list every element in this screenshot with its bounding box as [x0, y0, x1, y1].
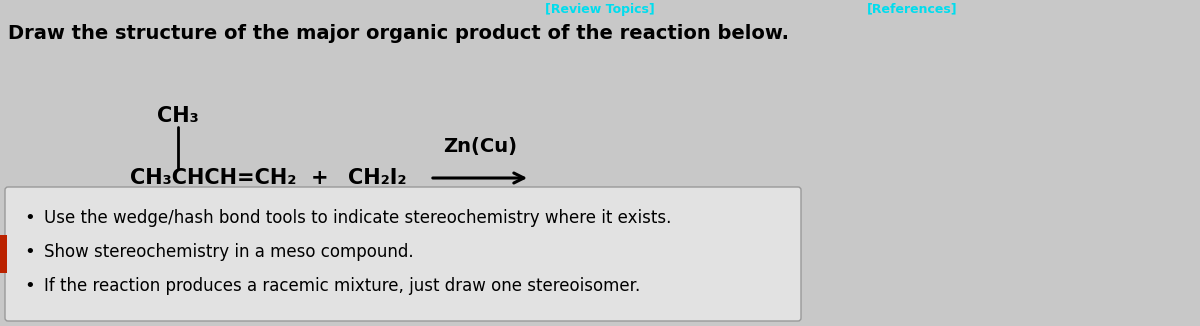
Text: Draw the structure of the major organic product of the reaction below.: Draw the structure of the major organic …	[8, 24, 790, 43]
Text: [References]: [References]	[866, 3, 958, 16]
Text: Show stereochemistry in a meso compound.: Show stereochemistry in a meso compound.	[44, 243, 414, 261]
Text: •: •	[25, 243, 35, 261]
FancyBboxPatch shape	[5, 187, 802, 321]
Text: +: +	[311, 168, 329, 188]
Text: CH₃: CH₃	[157, 106, 199, 126]
Bar	[0, 235, 7, 273]
Text: [Review Topics]: [Review Topics]	[545, 3, 655, 16]
Text: •: •	[25, 277, 35, 295]
Text: Use the wedge/hash bond tools to indicate stereochemistry where it exists.: Use the wedge/hash bond tools to indicat…	[44, 209, 671, 227]
Text: CH₃CHCH=CH₂: CH₃CHCH=CH₂	[130, 168, 296, 188]
Text: CH₂I₂: CH₂I₂	[348, 168, 407, 188]
Text: Zn(Cu): Zn(Cu)	[443, 137, 517, 156]
Text: •: •	[25, 209, 35, 227]
Text: If the reaction produces a racemic mixture, just draw one stereoisomer.: If the reaction produces a racemic mixtu…	[44, 277, 641, 295]
